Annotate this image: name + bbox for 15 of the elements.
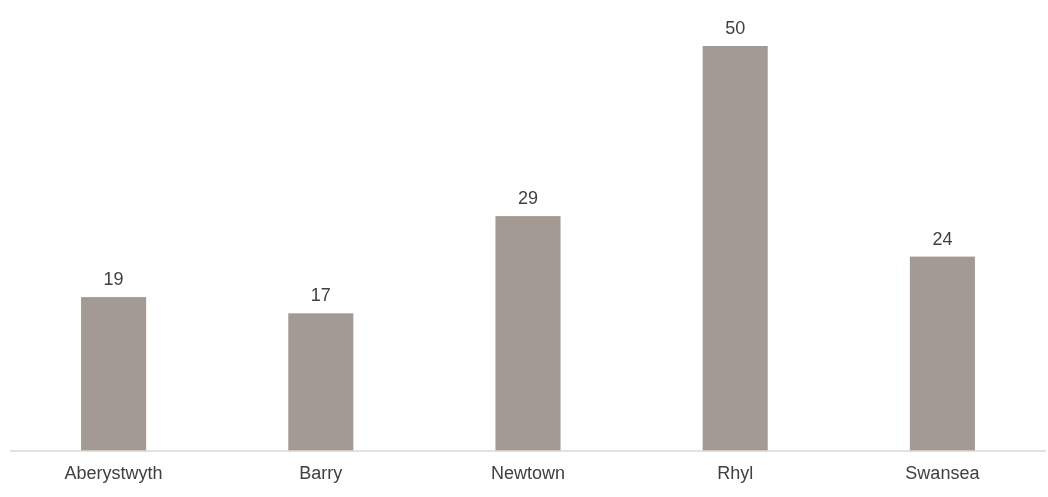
bar [288, 313, 354, 451]
bar [495, 216, 561, 451]
data-label: 17 [310, 285, 331, 306]
bar [909, 256, 975, 451]
x-tick-label: Aberystwyth [64, 463, 163, 483]
data-label: 50 [725, 18, 746, 38]
x-tick-label: Newtown [490, 463, 566, 483]
data-label: 24 [932, 228, 953, 249]
x-tick-label: Swansea [905, 463, 981, 483]
x-tick-label: Rhyl [717, 463, 754, 483]
data-label: 19 [103, 269, 124, 290]
data-label: 29 [517, 188, 539, 209]
bar [702, 46, 768, 451]
x-tick-label: Barry [299, 463, 343, 483]
bar [81, 297, 147, 451]
